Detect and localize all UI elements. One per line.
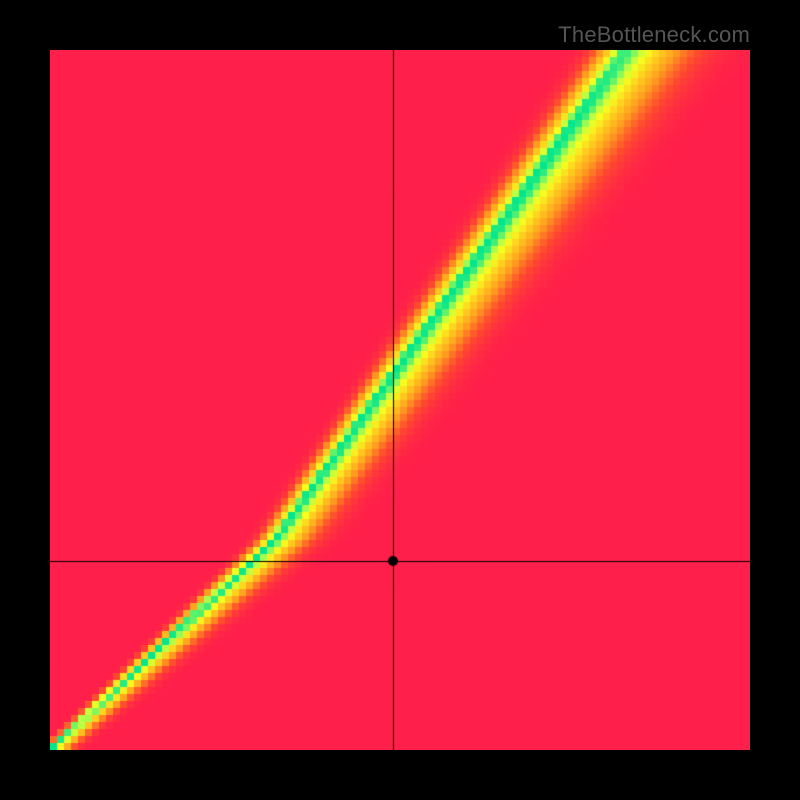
watermark-text: TheBottleneck.com <box>558 22 750 48</box>
chart-container: TheBottleneck.com <box>0 0 800 800</box>
bottleneck-heatmap <box>50 50 750 750</box>
